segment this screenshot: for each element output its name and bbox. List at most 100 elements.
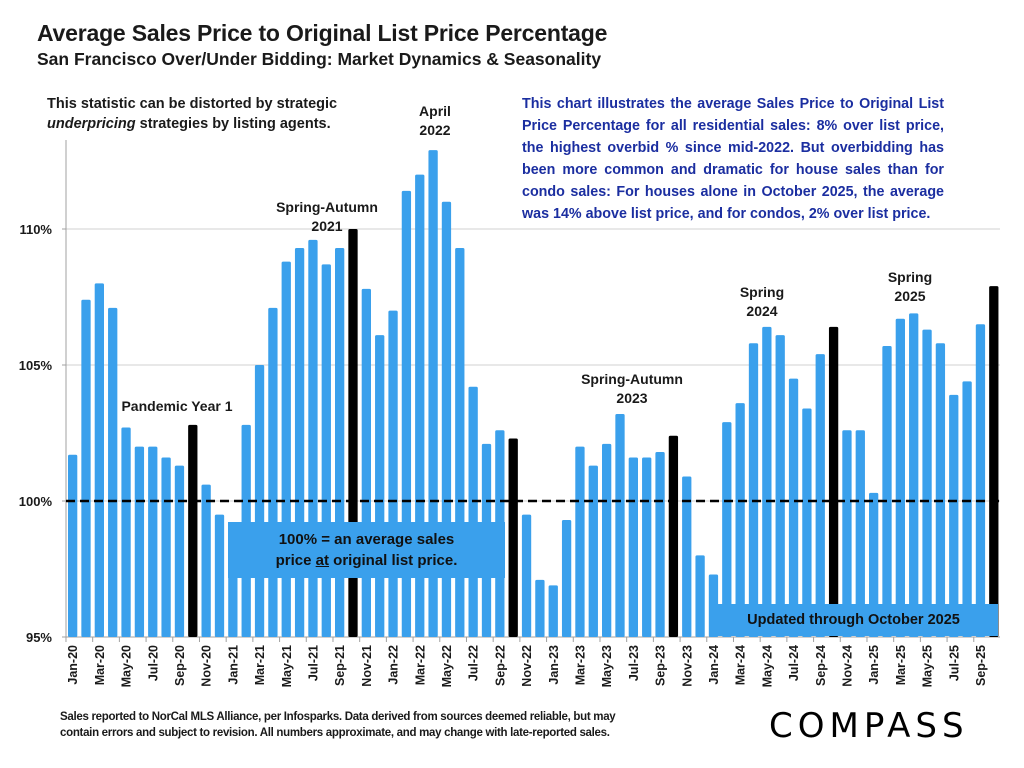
- bar: [68, 454, 78, 637]
- bar: [682, 476, 692, 637]
- bar: [575, 446, 585, 637]
- bar: [174, 465, 185, 637]
- footnote-line-2: contain errors and subject to revision. …: [60, 727, 610, 739]
- bar: [134, 446, 145, 637]
- source-footnote: Sales reported to NorCal MLS Alliance, p…: [60, 709, 740, 741]
- bar: [615, 413, 625, 637]
- x-tick-label: May-21: [280, 645, 294, 687]
- bar: [815, 354, 825, 637]
- updated-through-label: Updated through October 2025: [709, 604, 998, 636]
- x-tick-label: Mar-21: [253, 645, 267, 685]
- x-tick-label: Nov-20: [200, 645, 214, 687]
- x-tick-label: Jul-20: [146, 645, 160, 681]
- bar: [548, 585, 558, 637]
- annotation-label: April: [419, 103, 451, 119]
- x-tick-label: Nov-22: [520, 645, 534, 687]
- bar: [602, 443, 612, 637]
- x-tick-label: Nov-23: [680, 645, 694, 687]
- annotation-label: Spring: [740, 284, 784, 300]
- annotation-label: 2022: [419, 122, 450, 138]
- explanation-note: This chart illustrates the average Sales…: [522, 96, 944, 222]
- x-tick-label: Nov-21: [360, 645, 374, 687]
- note-text-1: This statistic can be distorted by strat…: [47, 96, 338, 112]
- x-tick-label: May-24: [760, 645, 774, 687]
- bar: [642, 457, 652, 637]
- bar: [775, 335, 785, 637]
- x-tick-label: Jul-24: [787, 645, 801, 681]
- bar: [468, 386, 478, 637]
- bar: [121, 427, 131, 637]
- bar: [455, 248, 465, 638]
- bar: [748, 343, 759, 637]
- baseline-callout: 100% = an average sales price at origina…: [228, 522, 505, 578]
- bar: [788, 378, 799, 637]
- x-tick-label: Jan-21: [226, 645, 240, 685]
- bar: [535, 579, 545, 637]
- bar: [561, 520, 572, 637]
- annotation-label: 2021: [311, 218, 342, 234]
- bar: [281, 261, 291, 637]
- bar: [388, 310, 398, 637]
- bar: [335, 248, 345, 638]
- bar: [762, 326, 772, 637]
- x-tick-label: Nov-24: [840, 645, 854, 687]
- x-tick-label: Jan-22: [387, 645, 401, 685]
- bar: [949, 394, 959, 637]
- x-tick-label: Sep-21: [333, 645, 347, 686]
- x-tick-labels: Jan-20 Mar-20 May-20 Jul-20 Sep-20 Nov-20 Jan-…: [65, 637, 988, 687]
- chart-subtitle: San Francisco Over/Under Bidding: Market…: [37, 49, 602, 69]
- bar-highlight: [668, 435, 679, 637]
- bar: [428, 150, 438, 637]
- x-tick-label: Mar-25: [894, 645, 908, 685]
- y-tick-label: 95%: [26, 630, 52, 645]
- bar: [882, 345, 892, 637]
- annotation-label: Spring-Autumn: [276, 199, 378, 215]
- chart-title: Average Sales Price to Original List Pri…: [37, 20, 608, 46]
- note-text-2: strategies by listing agents.: [135, 116, 331, 132]
- bar: [802, 408, 812, 637]
- x-tick-label: Jan-23: [547, 645, 561, 685]
- compass-logo: COMPASS: [769, 706, 969, 746]
- bar-highlight: [989, 286, 999, 637]
- annotation-label: Pandemic Year 1: [121, 398, 232, 414]
- bar: [294, 248, 305, 638]
- x-tick-label: May-25: [921, 645, 935, 687]
- bar: [722, 422, 732, 637]
- x-tick-label: Mar-22: [413, 645, 427, 685]
- x-tick-label: Jul-22: [467, 645, 481, 681]
- y-tick-label: 110%: [19, 222, 52, 237]
- x-tick-label: Sep-22: [493, 645, 507, 686]
- bar: [909, 313, 919, 637]
- callout-text: price: [275, 552, 316, 569]
- x-tick-label: Sep-20: [173, 645, 187, 686]
- bar: [521, 514, 532, 637]
- bar: [628, 457, 638, 637]
- x-tick-label: Sep-23: [654, 645, 668, 686]
- x-tick-label: Mar-24: [734, 645, 748, 685]
- bar: [161, 457, 171, 637]
- annotation-label: 2023: [616, 390, 647, 406]
- bar: [735, 403, 745, 637]
- x-tick-label: Sep-25: [974, 645, 988, 686]
- bar: [975, 324, 986, 637]
- y-tick-labels: 95% 100% 105% 110%: [19, 222, 66, 645]
- distortion-note: This statistic can be distorted by strat…: [47, 94, 387, 134]
- y-tick-label: 100%: [19, 494, 53, 509]
- x-tick-label: May-20: [120, 645, 134, 687]
- callout-line-2: price at original list price.: [228, 550, 505, 571]
- x-tick-label: May-23: [600, 645, 614, 687]
- bar: [415, 174, 425, 637]
- bar: [695, 555, 705, 637]
- callout-text-end: original list price.: [329, 552, 458, 569]
- bar: [855, 430, 865, 637]
- bar: [922, 329, 932, 637]
- bar: [108, 307, 118, 637]
- bar: [895, 318, 905, 637]
- bar: [375, 335, 385, 637]
- annotation-label: Spring-Autumn: [581, 371, 683, 387]
- bar: [214, 514, 225, 637]
- bar: [935, 343, 946, 637]
- bar: [321, 264, 331, 637]
- bar: [588, 465, 598, 637]
- annotation-label: 2024: [746, 303, 777, 319]
